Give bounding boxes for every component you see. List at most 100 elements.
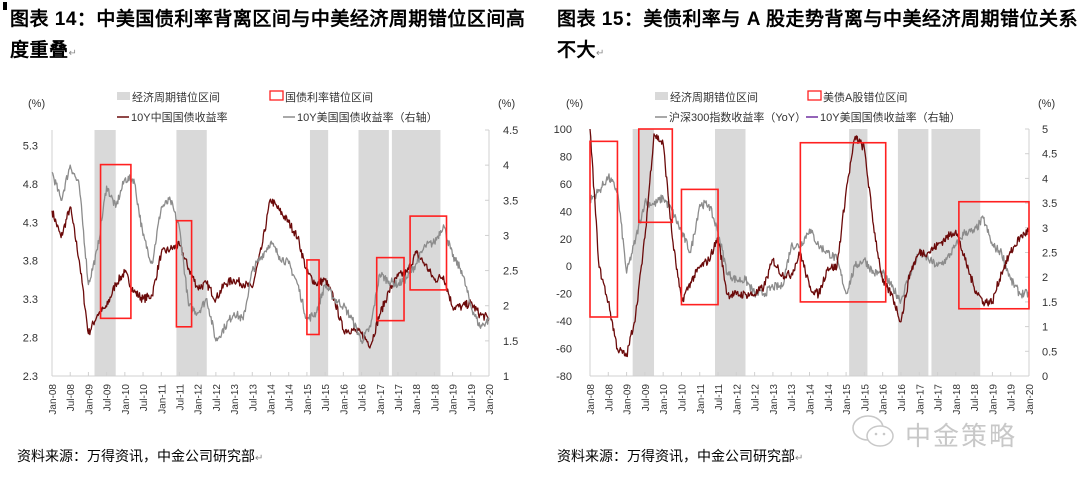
x-tick-label: Jan-16 [879, 384, 890, 415]
y-left-tick-label: 3.8 [23, 256, 38, 268]
y-right-tick-label: 2 [1042, 272, 1048, 284]
x-tick-label: Jul-13 [787, 384, 798, 412]
y-right-tick-label: 1.5 [503, 336, 518, 348]
figure-14-source: 资料来源：万得资讯，中金公司研究部↵ [17, 446, 263, 466]
x-tick-label: Jul-10 [139, 384, 150, 412]
chart-1: 5.3 4.8 4.3 3.8 3.3 2.8 2.3 4.5 4 3.5 3 2.5 2 1.5 1 Jan… [23, 90, 519, 415]
series-line-1 [589, 173, 1030, 305]
x-tick-label: Jan-19 [449, 384, 460, 415]
legend-series-1-label: 沪深300指数收益率（YoY） [669, 110, 806, 124]
y-left-tick-label: 80 [560, 151, 572, 163]
x-tick-label: Jul-11 [175, 384, 186, 411]
x-tick-label: Jul-08 [66, 384, 77, 412]
chart-2: 100 80 60 40 20 0 -20 -40 -60 -80 5 4.5 4 3.5 3 2.5 2 1.5… [554, 90, 1058, 415]
y-right-tick-label: 3.5 [503, 195, 518, 207]
y-right-tick-label: 2 [503, 301, 509, 313]
legend-box-label: 美债A股错位区间 [823, 90, 907, 104]
y-left-tick-label: 3.3 [23, 294, 38, 306]
return-mark: ↵ [68, 48, 78, 59]
x-tick-label: Jul-12 [212, 384, 223, 412]
y-left-tick-label: 100 [554, 124, 572, 136]
wechat-icon [852, 415, 894, 447]
legend-shade-label: 经济周期错位区间 [132, 90, 220, 104]
x-tick-label: Jan-18 [412, 384, 423, 415]
legend-box-label: 国债利率错位区间 [285, 90, 373, 104]
x-tick-label: Jul-17 [934, 384, 945, 412]
y-left-tick-label: 60 [560, 179, 572, 191]
divergence-box [306, 259, 320, 336]
x-tick-label: Jul-16 [897, 384, 908, 412]
legend-shade-swatch [117, 92, 130, 100]
left-axis-unit: (%) [566, 98, 583, 110]
y-right-tick-label: 2.5 [503, 266, 518, 278]
y-left-tick-label: 4.3 [23, 217, 38, 229]
divergence-box [409, 215, 448, 291]
y-right-tick-label: 3.5 [1042, 198, 1057, 210]
x-tick-label: Jul-18 [970, 384, 981, 412]
x-tick-label: Jan-14 [267, 384, 278, 415]
paragraph-marker [3, 2, 7, 10]
x-tick-label: Jan-08 [48, 384, 59, 415]
y-left-tick-label: -80 [556, 371, 572, 383]
y-right-tick-label: 4.5 [1042, 149, 1057, 161]
shaded-period [94, 130, 116, 376]
series-line-1 [51, 198, 490, 349]
x-tick-label: Jul-11 [714, 384, 725, 411]
legend-box-swatch [807, 90, 822, 101]
x-tick-label: Jan-19 [988, 384, 999, 415]
y-left-tick-label: 2.3 [23, 371, 38, 383]
x-tick-label: Jan-18 [952, 384, 963, 415]
x-tick-label: Jul-18 [430, 384, 441, 412]
figure-15-source: 资料来源：万得资讯，中金公司研究部↵ [557, 446, 803, 466]
return-mark: ↵ [795, 453, 804, 464]
x-tick-label: Jan-20 [1025, 384, 1036, 415]
divergence-box [375, 256, 405, 322]
y-right-tick-label: 2.5 [1042, 248, 1057, 260]
shaded-period [849, 129, 868, 376]
legend-series-2-label: 10Y美国国债收益率（右轴） [820, 110, 961, 124]
left-axis-unit: (%) [28, 98, 45, 110]
y-left-tick-label: -20 [556, 289, 572, 301]
x-tick-label: Jan-17 [376, 384, 387, 415]
y-right-tick-label: 3 [1042, 223, 1048, 235]
x-tick-label: Jan-13 [769, 384, 780, 415]
x-tick-label: Jul-09 [641, 384, 652, 412]
y-left-tick-label: 0 [566, 261, 572, 273]
y-right-tick-label: 4.5 [503, 125, 518, 137]
x-tick-label: Jul-15 [321, 384, 332, 412]
divergence-box [637, 128, 674, 224]
x-tick-label: Jul-12 [751, 384, 762, 412]
figure-15-title: 图表 15：美债利率与 A 股走势背离与中美经济周期错位关系不大↵ [557, 4, 1080, 69]
x-tick-label: Jul-09 [103, 384, 114, 412]
x-tick-label: Jul-17 [394, 384, 405, 412]
shaded-period [714, 129, 746, 376]
watermark: 中金策略 [852, 415, 1018, 453]
source-text: 资料来源：万得资讯，中金公司研究部 [17, 448, 255, 464]
divergence-box [680, 188, 719, 306]
x-tick-label: Jul-08 [604, 384, 615, 412]
x-tick-label: Jan-14 [806, 384, 817, 415]
watermark-text: 中金策略 [905, 421, 1018, 451]
x-tick-label: Jul-13 [248, 384, 259, 412]
y-right-tick-label: 0.5 [1042, 346, 1057, 358]
x-tick-label: Jul-14 [824, 384, 835, 412]
y-right-tick-label: 0 [1042, 371, 1048, 383]
y-left-tick-label: 20 [560, 234, 572, 246]
y-right-tick-label: 1.5 [1042, 297, 1057, 309]
return-mark: ↵ [596, 48, 605, 59]
x-tick-label: Jan-15 [842, 384, 853, 415]
x-tick-label: Jul-19 [467, 384, 478, 412]
shaded-period [931, 129, 981, 376]
x-tick-label: Jan-12 [194, 384, 205, 415]
figure-14-title-text: 图表 14：中美国债利率背离区间与中美经济周期错位区间高度重叠 [10, 9, 526, 61]
divergence-box [175, 219, 193, 328]
x-tick-label: Jan-13 [230, 384, 241, 415]
y-right-tick-label: 1 [503, 371, 509, 383]
x-tick-label: Jan-20 [485, 384, 496, 415]
x-tick-label: Jan-15 [303, 384, 314, 415]
x-tick-label: Jan-08 [586, 384, 597, 415]
x-tick-label: Jul-16 [358, 384, 369, 412]
y-left-tick-label: -40 [556, 316, 572, 328]
x-tick-label: Jul-15 [860, 384, 871, 412]
